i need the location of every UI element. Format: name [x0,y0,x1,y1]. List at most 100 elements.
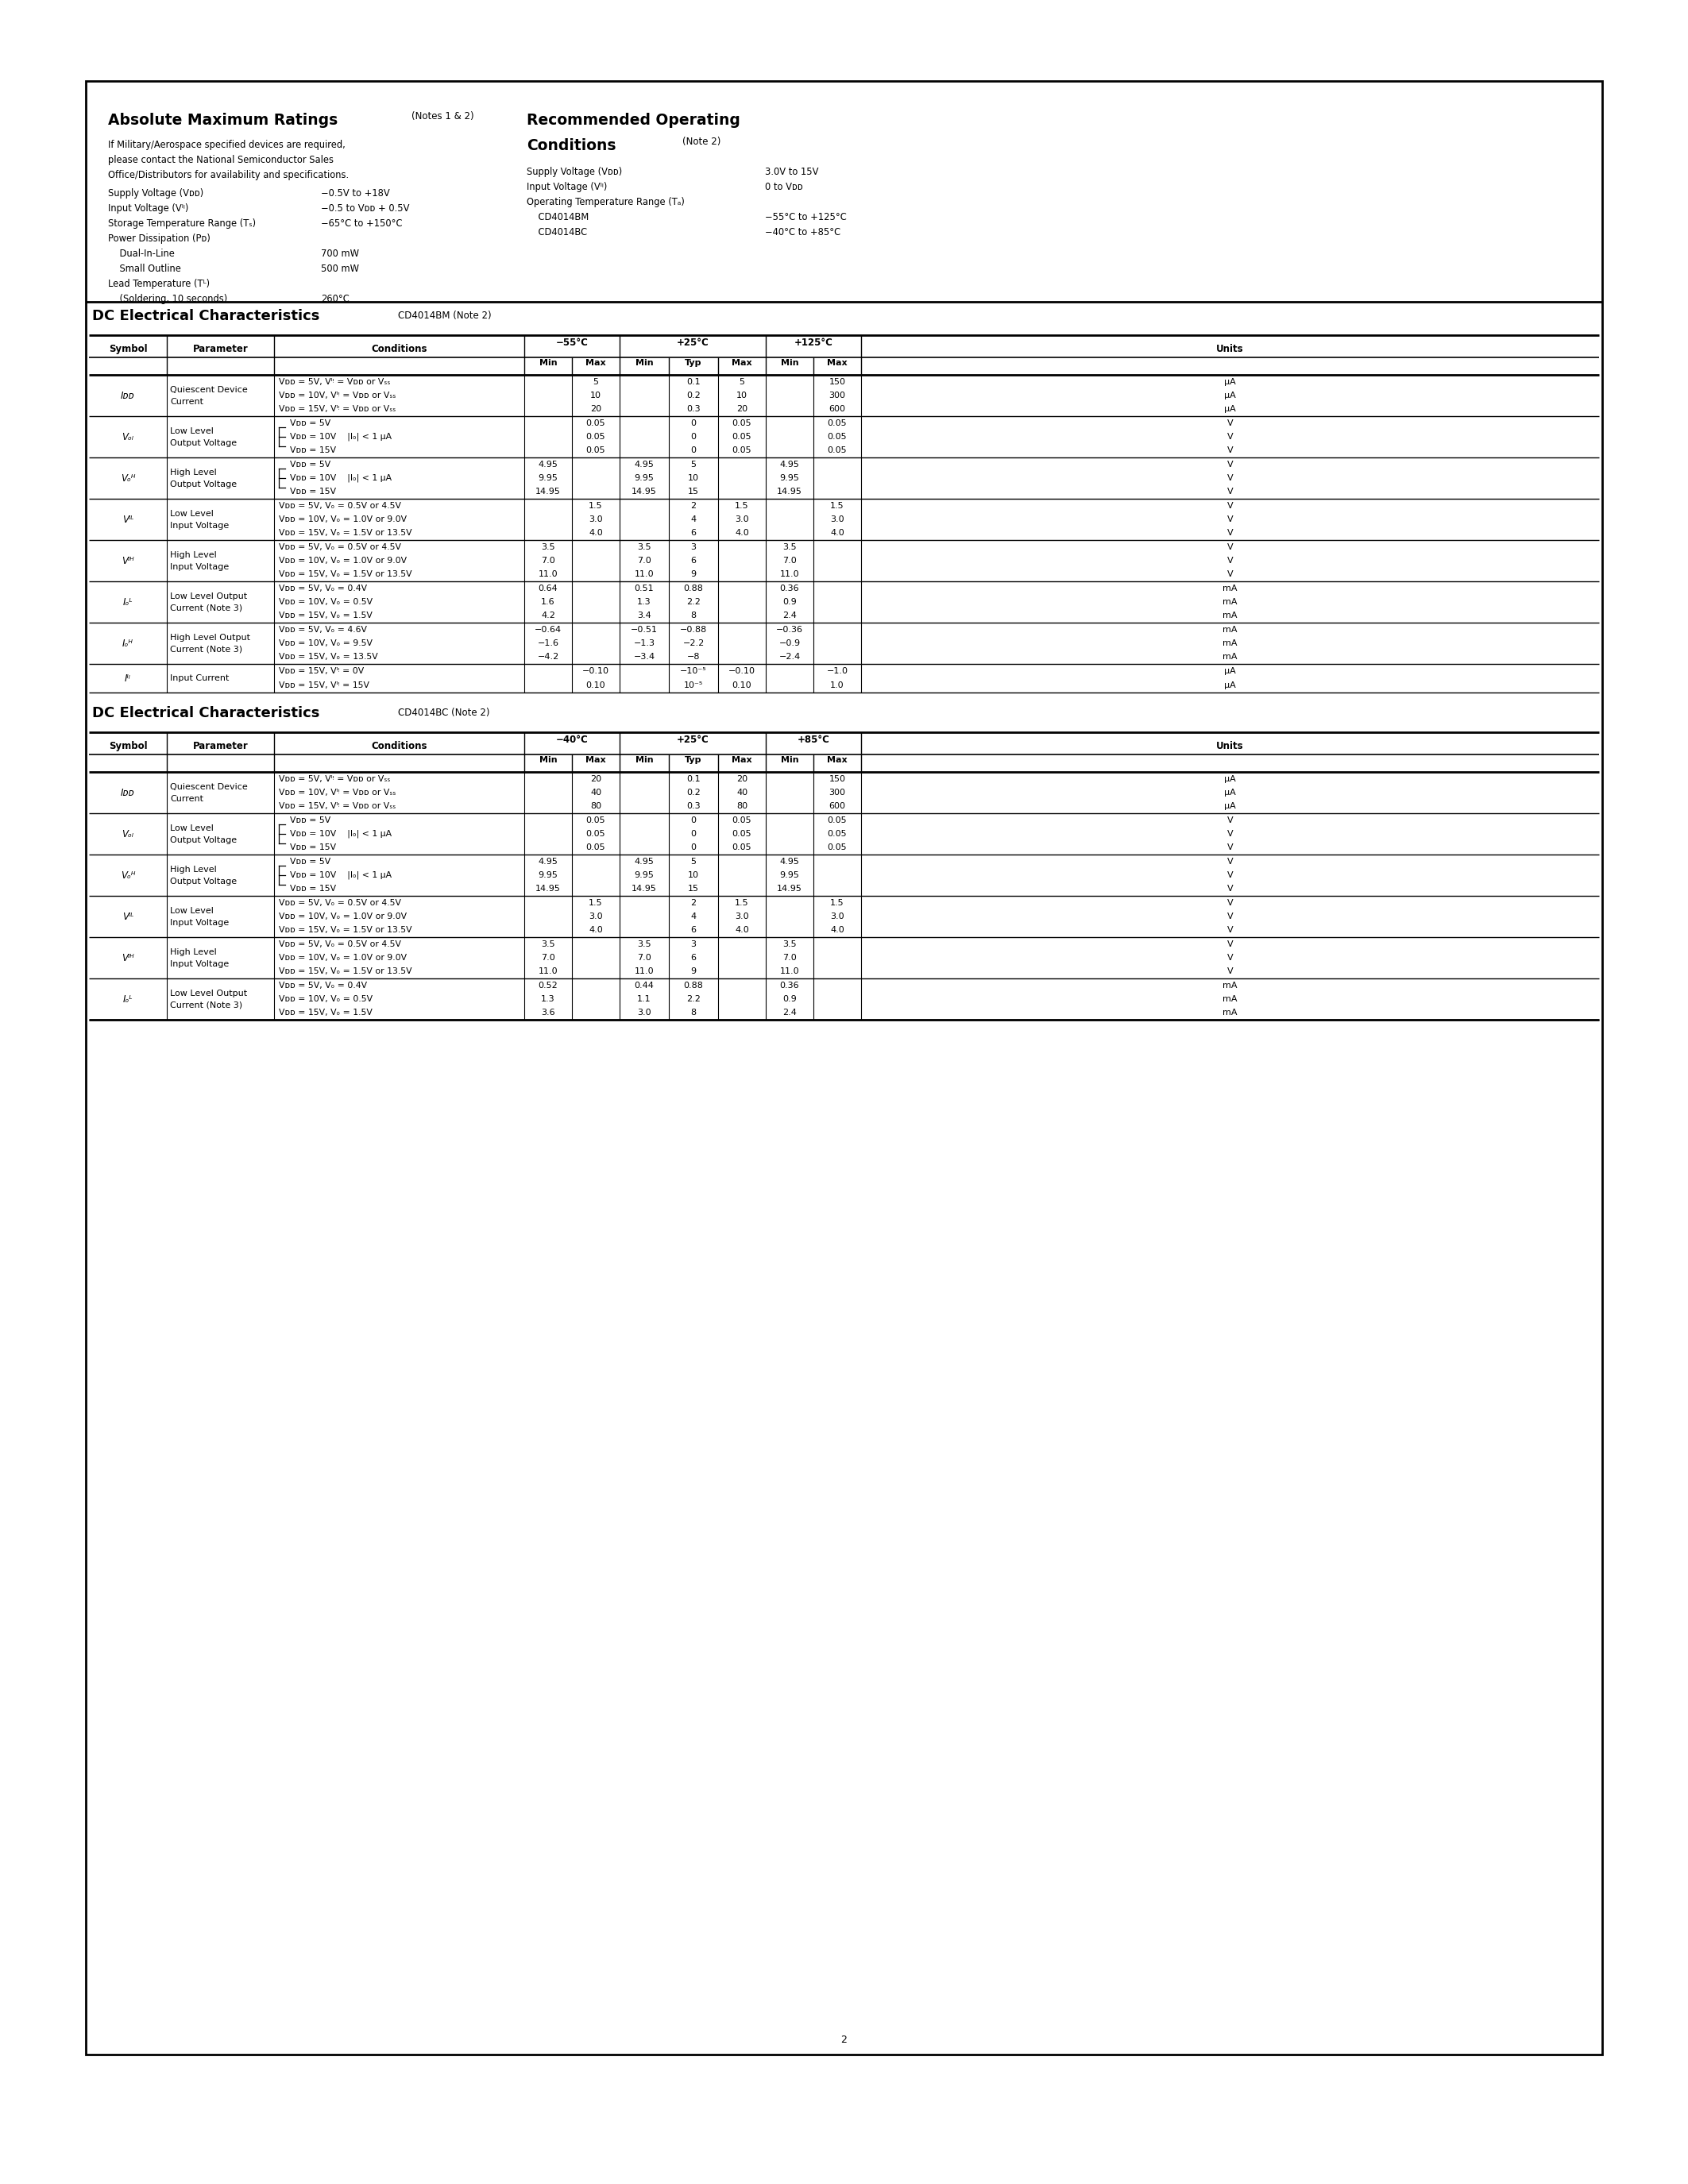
Text: 0.3: 0.3 [687,406,701,413]
Text: Conditions: Conditions [371,343,427,354]
Bar [86,81,1602,2055]
Text: +85°C: +85°C [797,734,830,745]
Text: Max: Max [586,756,606,764]
Text: 9.95: 9.95 [780,871,800,880]
Text: 0.1: 0.1 [687,775,701,782]
Text: CD4014BM: CD4014BM [527,212,589,223]
Text: 0 to Vᴅᴅ: 0 to Vᴅᴅ [765,181,803,192]
Text: Typ: Typ [685,756,702,764]
Text: 7.0: 7.0 [636,557,652,566]
Text: CD4014BC (Note 2): CD4014BC (Note 2) [398,708,490,719]
Text: 80: 80 [736,802,748,810]
Text: Vᴅᴅ = 10V, Vₒ = 0.5V: Vᴅᴅ = 10V, Vₒ = 0.5V [279,598,373,605]
Text: Vᴅᴅ = 15V: Vᴅᴅ = 15V [290,885,336,893]
Text: 5: 5 [739,378,744,387]
Text: (Soldering, 10 seconds): (Soldering, 10 seconds) [108,295,228,304]
Text: Quiescent Device: Quiescent Device [170,782,248,791]
Text: V: V [1227,843,1232,852]
Text: 0.05: 0.05 [733,843,751,852]
Text: 1.5: 1.5 [734,900,749,906]
Text: 150: 150 [829,775,846,782]
Text: +25°C: +25°C [677,339,709,347]
Text: 9: 9 [690,570,697,579]
Text: 20: 20 [591,406,601,413]
Text: Input Current: Input Current [170,675,230,681]
Text: 0: 0 [690,817,695,823]
Text: Vᴅᴅ = 15V, Vᴵᵎ = Vᴅᴅ or Vₛₛ: Vᴅᴅ = 15V, Vᴵᵎ = Vᴅᴅ or Vₛₛ [279,406,395,413]
Text: V: V [1227,900,1232,906]
Text: 0.05: 0.05 [586,817,606,823]
Text: μA: μA [1224,666,1236,675]
Text: V: V [1227,817,1232,823]
Text: 0.2: 0.2 [687,391,701,400]
Text: 0.05: 0.05 [827,446,847,454]
Text: Vᴅᴅ = 5V, Vₒ = 0.4V: Vᴅᴅ = 5V, Vₒ = 0.4V [279,585,366,592]
Text: 0.51: 0.51 [635,585,653,592]
Text: −10⁻⁵: −10⁻⁵ [680,666,707,675]
Text: Vᴅᴅ = 10V    |Iₒ| < 1 μA: Vᴅᴅ = 10V |Iₒ| < 1 μA [290,432,392,441]
Text: mA: mA [1222,612,1237,620]
Text: 300: 300 [829,391,846,400]
Text: 6: 6 [690,529,695,537]
Text: −4.2: −4.2 [537,653,559,662]
Text: DC Electrical Characteristics: DC Electrical Characteristics [93,705,319,721]
Text: Vᴅᴅ = 15V, Vₒ = 13.5V: Vᴅᴅ = 15V, Vₒ = 13.5V [279,653,378,662]
Text: 9: 9 [690,968,697,976]
Text: 4.95: 4.95 [538,858,559,865]
Text: 4.95: 4.95 [635,858,655,865]
Text: Vᴅᴅ = 10V, Vₒ = 1.0V or 9.0V: Vᴅᴅ = 10V, Vₒ = 1.0V or 9.0V [279,913,407,919]
Text: Vᴅᴅ = 5V, Vₒ = 0.5V or 4.5V: Vᴅᴅ = 5V, Vₒ = 0.5V or 4.5V [279,502,402,509]
Text: Vᴅᴅ = 5V, Vᴵᵎ = Vᴅᴅ or Vₛₛ: Vᴅᴅ = 5V, Vᴵᵎ = Vᴅᴅ or Vₛₛ [279,775,390,782]
Text: Input Voltage (Vᴵᵎ): Input Voltage (Vᴵᵎ) [527,181,608,192]
Text: Iᴅᴅ: Iᴅᴅ [122,788,135,797]
Text: Lead Temperature (Tᴸ): Lead Temperature (Tᴸ) [108,280,209,288]
Text: 0.36: 0.36 [780,585,800,592]
Text: 0.2: 0.2 [687,788,701,797]
Text: Output Voltage: Output Voltage [170,439,236,448]
Text: mA: mA [1222,981,1237,989]
Text: V: V [1227,926,1232,935]
Text: Vᴅᴅ = 10V, Vₒ = 0.5V: Vᴅᴅ = 10V, Vₒ = 0.5V [279,996,373,1002]
Text: Max: Max [733,756,753,764]
Text: 2.2: 2.2 [687,996,701,1002]
Text: 3.6: 3.6 [542,1009,555,1018]
Text: 0.10: 0.10 [733,681,751,690]
Text: V: V [1227,968,1232,976]
Text: Vᴵᴴ: Vᴵᴴ [122,555,133,566]
Text: 0.05: 0.05 [827,419,847,428]
Text: 14.95: 14.95 [776,487,802,496]
Text: −40°C: −40°C [555,734,587,745]
Text: Vᴵᴸ: Vᴵᴸ [122,911,133,922]
Text: 0.36: 0.36 [780,981,800,989]
Text: −0.5 to Vᴅᴅ + 0.5V: −0.5 to Vᴅᴅ + 0.5V [321,203,410,214]
Text: Dual-In-Line: Dual-In-Line [108,249,174,260]
Text: Conditions: Conditions [371,740,427,751]
Text: 3.0: 3.0 [830,913,844,919]
Text: mA: mA [1222,1009,1237,1018]
Text: 3.0: 3.0 [638,1009,652,1018]
Text: 10: 10 [736,391,748,400]
Text: Output Voltage: Output Voltage [170,836,236,843]
Text: 260°C: 260°C [321,295,349,304]
Text: 10⁻⁵: 10⁻⁵ [684,681,704,690]
Text: Vᴅᴅ = 15V: Vᴅᴅ = 15V [290,487,336,496]
Text: mA: mA [1222,640,1237,646]
Text: Supply Voltage (Vᴅᴅ): Supply Voltage (Vᴅᴅ) [527,166,623,177]
Text: V: V [1227,557,1232,566]
Text: 2.2: 2.2 [687,598,701,605]
Text: 10: 10 [689,474,699,483]
Text: μA: μA [1224,391,1236,400]
Text: Vᴅᴅ = 10V    |Iₒ| < 1 μA: Vᴅᴅ = 10V |Iₒ| < 1 μA [290,474,392,483]
Text: Iₒᴴ: Iₒᴴ [122,638,133,649]
Text: 4.0: 4.0 [589,926,603,935]
Text: −1.6: −1.6 [537,640,559,646]
Text: CD4014BC: CD4014BC [527,227,587,238]
Text: Input Voltage: Input Voltage [170,563,230,570]
Text: 0.05: 0.05 [733,419,751,428]
Text: V: V [1227,858,1232,865]
Text: 4.0: 4.0 [734,529,749,537]
Text: −55°C to +125°C: −55°C to +125°C [765,212,847,223]
Text: 0.05: 0.05 [586,419,606,428]
Text: −40°C to +85°C: −40°C to +85°C [765,227,841,238]
Text: V: V [1227,419,1232,428]
